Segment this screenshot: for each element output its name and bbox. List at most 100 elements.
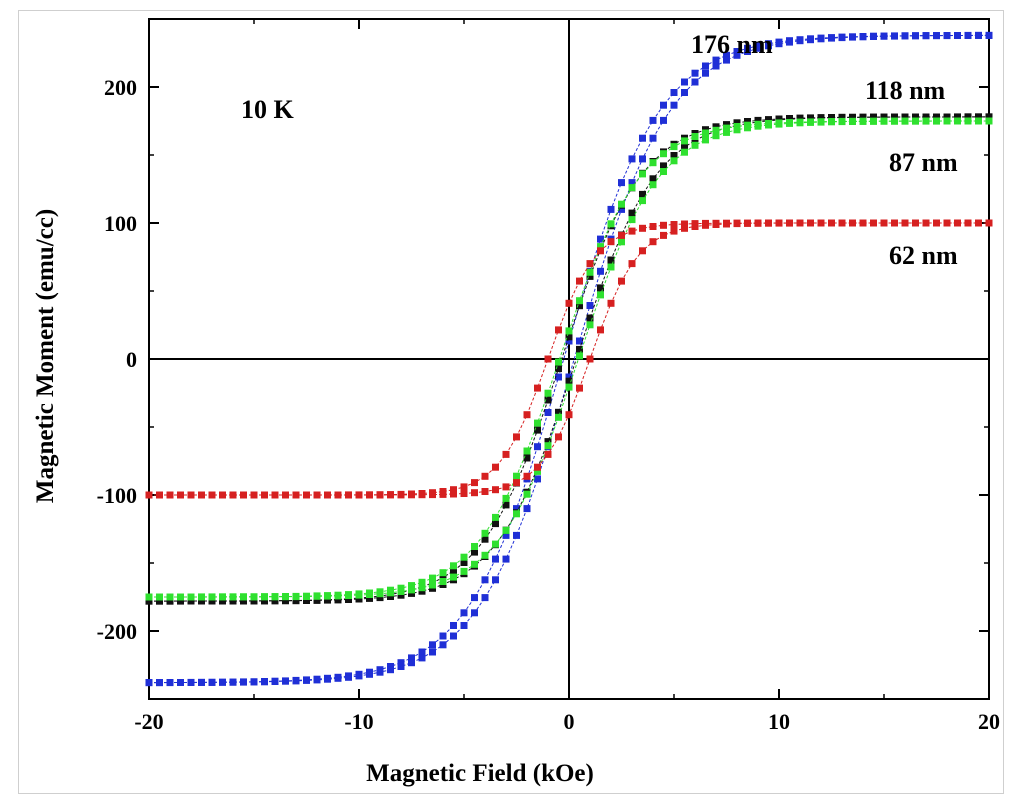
data-point xyxy=(586,321,594,329)
data-point xyxy=(912,32,919,40)
data-point xyxy=(628,179,636,187)
data-point xyxy=(576,302,583,310)
data-point xyxy=(597,235,604,243)
data-point xyxy=(156,491,163,499)
data-point xyxy=(828,118,835,126)
data-point xyxy=(534,467,541,475)
data-point xyxy=(471,543,478,550)
data-point xyxy=(660,150,667,158)
data-point xyxy=(681,220,688,228)
data-point xyxy=(660,221,667,229)
data-point xyxy=(565,333,573,341)
x-axis-title: Magnetic Field (kOe) xyxy=(366,760,594,787)
data-point xyxy=(586,314,594,322)
data-point xyxy=(187,597,195,605)
data-point xyxy=(807,219,814,227)
data-point xyxy=(492,463,499,471)
data-point xyxy=(712,221,720,228)
data-point xyxy=(691,78,699,86)
data-point xyxy=(492,513,499,521)
data-point xyxy=(408,659,415,667)
data-point xyxy=(229,597,237,605)
data-point xyxy=(723,220,730,228)
data-point xyxy=(523,454,531,462)
y-tick-label: 200 xyxy=(104,75,137,100)
data-point xyxy=(639,190,646,198)
legend-label-176nm: 176 nm xyxy=(691,30,773,59)
data-point xyxy=(271,678,279,685)
data-point xyxy=(523,411,531,419)
data-point xyxy=(964,219,972,227)
data-point xyxy=(964,32,972,39)
data-point xyxy=(429,581,436,589)
data-point xyxy=(208,678,216,686)
data-point xyxy=(597,267,604,275)
data-point xyxy=(576,384,583,392)
data-point xyxy=(607,299,615,307)
data-point xyxy=(828,219,835,227)
data-point xyxy=(534,443,541,451)
data-point xyxy=(397,659,405,667)
data-point xyxy=(156,593,163,601)
data-point xyxy=(544,389,552,397)
data-point xyxy=(366,591,373,598)
data-point xyxy=(261,593,268,601)
data-point xyxy=(408,582,415,590)
data-point xyxy=(355,672,363,680)
data-point xyxy=(471,560,478,568)
data-point xyxy=(775,219,783,227)
data-point xyxy=(723,51,730,59)
data-point xyxy=(261,678,268,686)
data-point xyxy=(891,219,898,227)
data-point xyxy=(817,35,825,43)
legend-label-118nm: 118 nm xyxy=(865,76,946,105)
data-point xyxy=(324,596,331,604)
data-point xyxy=(292,491,300,499)
data-point xyxy=(250,593,258,601)
data-point xyxy=(250,597,258,605)
data-point xyxy=(145,597,153,605)
data-point xyxy=(492,540,499,548)
data-point xyxy=(670,221,678,228)
data-point xyxy=(796,119,804,127)
data-point xyxy=(859,117,867,125)
data-point xyxy=(891,113,898,121)
data-point xyxy=(964,117,972,125)
data-point xyxy=(618,205,625,213)
data-point xyxy=(912,113,919,121)
data-point xyxy=(817,118,825,126)
data-point xyxy=(366,670,373,678)
data-point xyxy=(513,479,520,487)
data-point xyxy=(933,32,940,40)
data-point xyxy=(334,592,342,600)
data-point xyxy=(397,663,405,670)
data-point xyxy=(670,101,678,109)
data-point xyxy=(166,593,174,601)
data-point xyxy=(429,641,436,649)
data-point xyxy=(366,491,373,499)
data-point xyxy=(660,162,667,170)
data-point xyxy=(187,491,195,499)
data-point xyxy=(618,238,625,246)
data-point xyxy=(565,337,573,345)
data-point xyxy=(933,113,940,121)
data-point xyxy=(229,491,237,499)
data-point xyxy=(198,597,205,605)
data-point xyxy=(859,113,867,121)
data-point xyxy=(933,117,940,125)
data-point xyxy=(691,133,699,140)
data-point xyxy=(912,219,919,227)
data-point xyxy=(376,668,384,676)
data-point xyxy=(387,491,394,499)
data-point xyxy=(439,490,447,498)
data-point xyxy=(387,666,394,674)
data-point xyxy=(145,491,153,499)
data-point xyxy=(607,205,615,213)
data-point xyxy=(513,433,520,441)
data-point xyxy=(534,426,541,434)
data-point xyxy=(660,101,667,109)
data-point xyxy=(702,129,709,137)
y-tick-label: 0 xyxy=(126,347,137,372)
data-point xyxy=(786,38,793,46)
data-point xyxy=(628,155,636,163)
